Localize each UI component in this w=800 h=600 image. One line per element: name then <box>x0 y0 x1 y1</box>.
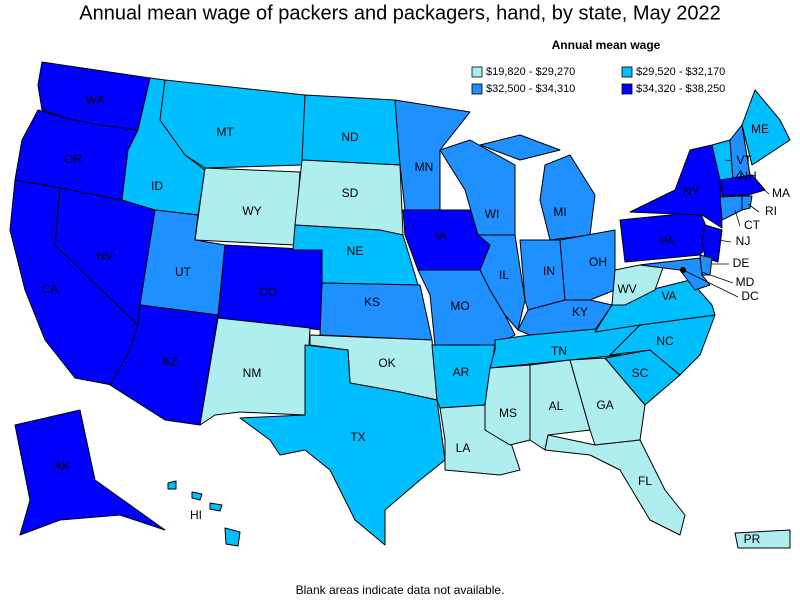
state-label: CT <box>744 218 761 232</box>
state-label: MO <box>450 299 469 313</box>
state-label: WV <box>617 282 636 296</box>
state-region <box>719 195 743 221</box>
state-label: MN <box>415 160 434 174</box>
state-label: ID <box>151 179 163 193</box>
state-region <box>191 491 203 501</box>
state-region <box>199 317 311 426</box>
state-region <box>479 134 561 161</box>
state-labels: WA OR CA NV ID MT WY UT AZ CO NM ND SD NE KS OK TX MN IA MO… <box>42 93 790 546</box>
leader-line <box>724 159 733 162</box>
legend-label: $29,520 - $32,170 <box>636 66 725 78</box>
state-label: ND <box>341 130 359 144</box>
state-region <box>239 344 446 546</box>
state-label: WA <box>86 93 105 107</box>
state-label: MT <box>216 125 234 139</box>
state-region <box>719 174 766 197</box>
state-label: IN <box>543 264 555 278</box>
leader-line <box>734 209 741 227</box>
state-label: OH <box>589 255 607 269</box>
state-label: DC <box>741 289 759 303</box>
state-label: IL <box>499 268 509 282</box>
state-label: NY <box>683 184 700 198</box>
state-label: MS <box>499 406 517 420</box>
state-label: PA <box>659 234 674 248</box>
state-label: IA <box>435 229 446 243</box>
state-label: VT <box>736 153 752 167</box>
state-region <box>559 229 616 301</box>
state-label: AK <box>54 459 70 473</box>
state-label: DE <box>733 256 750 270</box>
state-label: AR <box>453 365 470 379</box>
state-label: AZ <box>162 355 177 369</box>
leader-line <box>682 269 739 298</box>
leader-line <box>717 239 732 243</box>
state-region <box>209 502 223 512</box>
state-label: ME <box>751 122 769 136</box>
state-region <box>539 154 596 241</box>
state-label: MD <box>736 275 755 289</box>
state-label: PR <box>744 532 761 546</box>
state-label: NV <box>97 249 114 263</box>
state-label: KY <box>572 305 588 319</box>
state-label: UT <box>175 265 192 279</box>
state-label: KS <box>364 295 380 309</box>
state-label: GA <box>596 398 613 412</box>
state-label: MI <box>553 205 566 219</box>
map-title: Annual mean wage of packers and packager… <box>79 2 721 24</box>
state-label: AL <box>549 399 564 413</box>
legend-swatch <box>471 66 483 78</box>
state-region <box>734 529 791 549</box>
leader-line <box>761 187 770 195</box>
legend-swatch <box>621 83 633 95</box>
legend-title: Annual mean wage <box>552 38 661 52</box>
state-label: WI <box>485 207 500 221</box>
state-label: MA <box>772 186 790 200</box>
state-region <box>477 234 526 331</box>
legend: $19,820 - $29,270 $29,520 - $32,170 $32,50… <box>471 66 725 95</box>
state-label: OR <box>64 152 82 166</box>
state-label: CO <box>259 285 277 299</box>
state-region <box>319 282 433 341</box>
footnote: Blank areas indicate data not available. <box>296 583 505 597</box>
state-label: NJ <box>736 234 751 248</box>
states <box>9 61 791 549</box>
state-region <box>14 409 166 536</box>
legend-swatch <box>471 83 483 95</box>
state-label: VA <box>661 289 676 303</box>
legend-label: $34,320 - $38,250 <box>636 83 725 95</box>
legend-label: $32,500 - $34,310 <box>486 83 575 95</box>
state-label: NC <box>656 334 674 348</box>
leader-line <box>735 169 742 178</box>
state-label: SD <box>342 186 359 200</box>
state-region <box>544 434 686 536</box>
state-label: LA <box>456 441 471 455</box>
state-label: NH <box>739 169 756 183</box>
state-label: TN <box>551 344 567 358</box>
state-label: SC <box>632 366 649 380</box>
state-label: NM <box>243 366 262 380</box>
legend-label: $19,820 - $29,270 <box>486 66 575 78</box>
state-region <box>484 364 531 446</box>
state-label: WY <box>242 204 261 218</box>
state-label: OK <box>378 356 395 370</box>
state-region <box>224 527 241 547</box>
leader-line <box>747 203 760 213</box>
leader-line <box>701 271 734 284</box>
state-region <box>741 89 791 166</box>
state-label: TX <box>350 430 365 444</box>
state-label: RI <box>765 204 777 218</box>
state-region <box>167 480 177 490</box>
state-label: HI <box>190 508 202 522</box>
state-label: FL <box>638 474 652 488</box>
state-label: NE <box>347 244 364 258</box>
state-label: CA <box>42 282 59 296</box>
legend-swatch <box>621 66 633 78</box>
state-region <box>741 195 753 211</box>
